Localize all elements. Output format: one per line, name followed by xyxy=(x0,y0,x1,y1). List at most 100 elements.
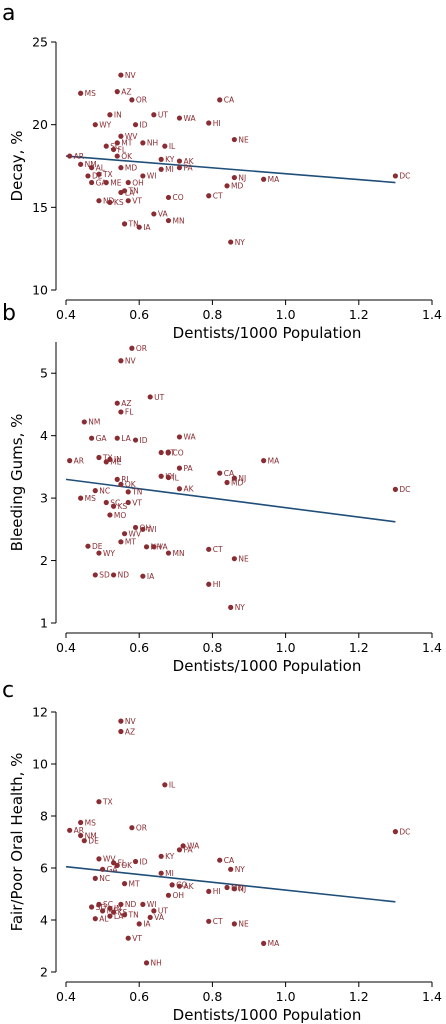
data-point-label: MN xyxy=(172,549,184,558)
y-tick-label: 20 xyxy=(32,117,48,132)
data-point xyxy=(92,572,98,578)
data-point xyxy=(114,153,120,159)
data-point xyxy=(165,892,172,898)
data-point-label: DC xyxy=(399,827,410,836)
data-point xyxy=(158,853,164,859)
y-tick-label: 2 xyxy=(40,553,48,568)
data-point-label: IL xyxy=(172,473,179,482)
data-point-label: TN xyxy=(128,911,139,920)
data-point xyxy=(118,72,124,78)
data-point xyxy=(129,345,135,351)
data-point xyxy=(85,543,91,549)
data-point-label: IA xyxy=(143,223,151,232)
data-point xyxy=(114,400,120,406)
y-tick-label: 10 xyxy=(32,283,48,298)
y-tick-label: 10 xyxy=(32,757,48,772)
data-point-label: IL xyxy=(169,781,176,790)
data-point xyxy=(118,901,124,908)
data-point xyxy=(162,782,168,788)
data-point xyxy=(103,499,109,506)
data-point xyxy=(165,217,172,224)
data-point-label: FL xyxy=(118,859,127,868)
data-point-label: LA xyxy=(121,434,131,443)
data-point-label: CT xyxy=(165,448,175,457)
y-axis-title: Fair/Poor Oral Health, % xyxy=(8,753,26,932)
data-point xyxy=(176,115,183,121)
data-point-label: WI xyxy=(147,172,157,181)
data-point-label: AK xyxy=(183,157,194,166)
data-point xyxy=(125,198,131,204)
data-point-label: GA xyxy=(96,434,108,443)
data-point-label: AL xyxy=(96,163,106,172)
data-point-label: AR xyxy=(74,826,84,835)
data-point xyxy=(165,449,172,456)
data-point xyxy=(118,133,124,139)
data-point-label: VT xyxy=(132,934,142,943)
data-point xyxy=(92,916,98,922)
data-point xyxy=(169,882,175,888)
data-point-label: KY xyxy=(165,155,175,164)
data-point xyxy=(151,908,157,914)
data-point-label: DE xyxy=(88,837,99,846)
data-point xyxy=(140,901,146,908)
data-point xyxy=(89,435,95,441)
data-point-label: LA xyxy=(114,912,124,921)
data-point xyxy=(158,156,164,162)
data-point-label: SC xyxy=(110,142,120,151)
data-point xyxy=(114,862,120,869)
data-point-label: WI xyxy=(147,900,157,909)
data-point xyxy=(224,183,230,189)
data-point-label: CT xyxy=(213,917,223,926)
y-tick-label: 5 xyxy=(40,366,48,381)
data-point xyxy=(180,843,186,849)
data-point xyxy=(176,165,183,171)
data-point-label: MT xyxy=(125,538,136,547)
data-point xyxy=(231,921,237,927)
data-point-label: DE xyxy=(92,172,103,181)
data-point xyxy=(67,458,73,464)
y-tick-label: 25 xyxy=(32,35,48,50)
data-point xyxy=(228,866,234,872)
data-point xyxy=(96,901,102,908)
y-tick-label: 4 xyxy=(40,428,48,443)
data-point-label: CA xyxy=(224,856,235,865)
data-point-label: KS xyxy=(114,198,124,207)
x-tick-label: 0.8 xyxy=(202,989,222,1004)
data-point-label: MD xyxy=(231,883,243,892)
data-point-label: MS xyxy=(85,818,96,827)
data-point xyxy=(67,827,73,833)
data-point-label: HI xyxy=(213,580,221,589)
data-point-label: OR xyxy=(136,824,147,833)
data-point xyxy=(143,544,150,550)
data-point-label: OH xyxy=(140,523,152,532)
x-axis-title: Dentists/1000 Population xyxy=(173,1006,362,1024)
data-point xyxy=(176,434,183,440)
data-point xyxy=(96,171,102,177)
y-axis-title: Bleeding Gums, % xyxy=(8,414,26,552)
data-point xyxy=(89,165,95,171)
data-point-label: PA xyxy=(183,846,193,855)
x-tick-label: 1.2 xyxy=(349,640,369,655)
data-point xyxy=(206,193,212,199)
data-point xyxy=(110,503,117,509)
y-tick-label: 4 xyxy=(40,913,48,928)
data-point xyxy=(132,437,139,443)
data-point xyxy=(103,143,109,149)
data-point-label: DC xyxy=(399,172,410,181)
data-point xyxy=(96,198,102,204)
data-point xyxy=(125,935,131,941)
x-tick-label: 1.2 xyxy=(349,989,369,1004)
data-point-label: MI xyxy=(165,165,174,174)
data-point-label: WA xyxy=(183,433,196,442)
data-point xyxy=(96,856,102,862)
data-point-label: CA xyxy=(224,96,235,105)
data-point xyxy=(151,544,157,550)
data-point xyxy=(118,165,124,171)
data-point-label: IN xyxy=(114,111,122,120)
data-point xyxy=(118,189,124,196)
data-point-label: ME xyxy=(110,178,121,187)
x-axis-title: Dentists/1000 Population xyxy=(173,657,362,675)
data-point-label: OR xyxy=(136,96,147,105)
data-point-label: NJ xyxy=(238,474,246,483)
data-point-label: AR xyxy=(74,456,84,465)
